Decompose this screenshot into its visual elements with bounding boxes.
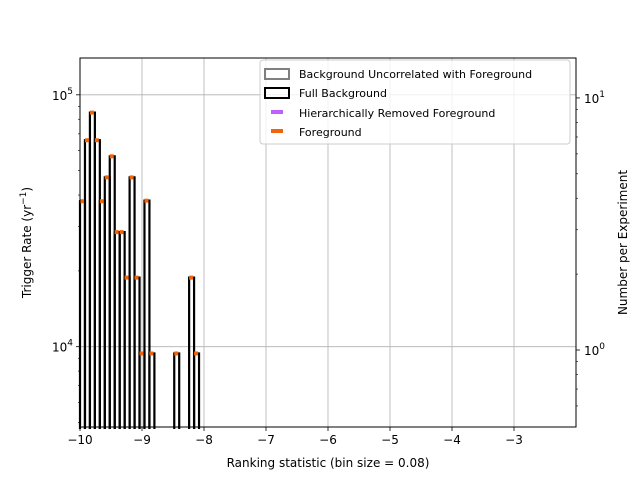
legend: Background Uncorrelated with Foreground … [259,59,571,145]
legend-label: Foreground [299,126,362,139]
x-tick-label: −6 [319,433,337,447]
y2-tick-label: 100 [584,342,605,358]
legend-entry-foreground: Foreground [271,126,362,139]
x-tick-label: −8 [195,433,213,447]
y-axis-title-close: ) [20,187,34,192]
plot-series [78,110,201,429]
legend-label: Hierarchically Removed Foreground [299,107,495,120]
legend-swatch-hollow-gray [264,68,290,80]
y-tick-label: 104 [52,339,73,355]
x-axis-title: Ranking statistic (bin size = 0.08) [227,456,430,470]
y-axis-title-main: Trigger Rate (yr [20,205,34,299]
legend-swatch-hollow-black [264,87,290,99]
x-tick-label: −9 [133,433,151,447]
x-tick-label: −7 [257,433,275,447]
legend-label: Full Background [299,87,387,100]
x-tick-label: −3 [505,433,523,447]
legend-label: Background Uncorrelated with Foreground [299,68,532,81]
y-tick-label: 105 [52,87,73,103]
legend-swatch-dash-orange [271,129,283,133]
legend-entry-hierarchically-removed: Hierarchically Removed Foreground [271,107,495,120]
legend-frame [259,59,571,145]
legend-entry-full-background: Full Background [264,87,387,100]
x-tick-label: −10 [67,433,92,447]
y2-axis-title: Number per Experiment [616,170,630,315]
legend-swatch-dash-purple [271,110,283,114]
y2-tick-label: 101 [584,90,605,106]
legend-entry-background-uncorrelated: Background Uncorrelated with Foreground [264,68,532,81]
x-tick-label: −5 [381,433,399,447]
axis-ticks: −10 −9 −8 −7 −6 −5 −4 −3 105 104 101 100 [52,87,605,447]
y-axis-title-exponent: −1 [19,192,29,205]
y-axis-title: Trigger Rate (yr−1) [19,187,34,299]
x-tick-label: −4 [443,433,461,447]
